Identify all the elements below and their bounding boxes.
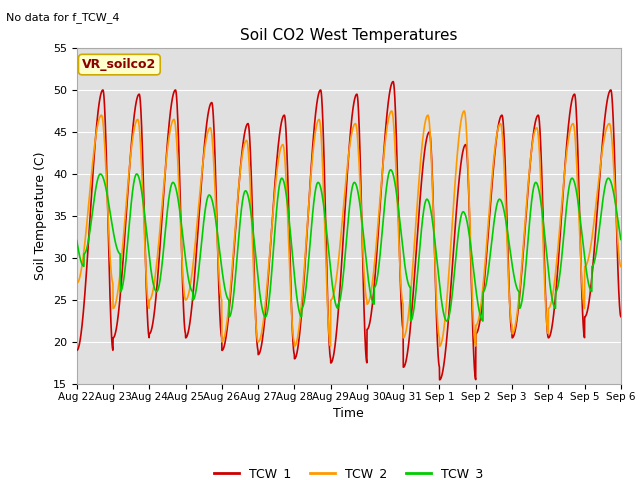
Title: Soil CO2 West Temperatures: Soil CO2 West Temperatures [240,28,458,43]
Legend: TCW_1, TCW_2, TCW_3: TCW_1, TCW_2, TCW_3 [209,462,488,480]
Text: No data for f_TCW_4: No data for f_TCW_4 [6,12,120,23]
Y-axis label: Soil Temperature (C): Soil Temperature (C) [35,152,47,280]
X-axis label: Time: Time [333,407,364,420]
Text: VR_soilco2: VR_soilco2 [82,58,157,71]
